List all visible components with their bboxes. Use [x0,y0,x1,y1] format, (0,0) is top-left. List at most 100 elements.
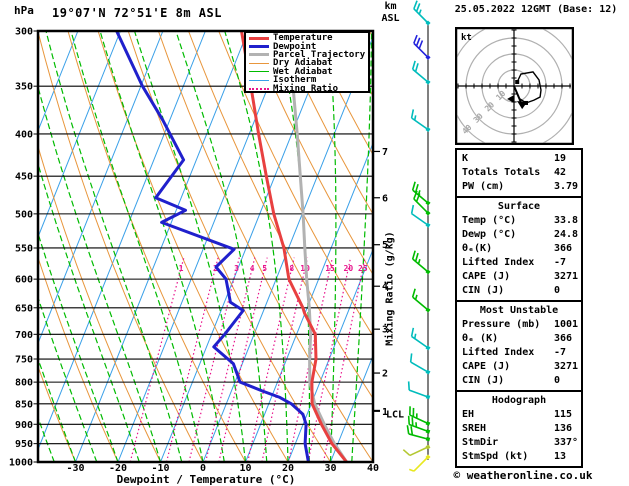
wind-barb [411,250,431,275]
wind-barb [410,204,431,228]
temperature-curve [240,31,348,462]
wind-barb [409,406,431,426]
temperature-axis-label: Dewpoint / Temperature (°C) [116,473,296,486]
svg-text:20: 20 [282,463,294,474]
stats-value: 337° [554,437,579,448]
wind-barb [413,0,431,26]
altitude-axis-unit: km ASL [375,1,406,25]
stats-value: 0 [554,285,561,296]
wind-barb [407,415,431,434]
svg-text:3: 3 [234,264,239,273]
svg-text:500: 500 [15,209,33,220]
stats-row: PW (cm) 3.79 [462,180,581,194]
stats-row: EH 115 [462,408,581,422]
wind-barb [413,34,431,60]
svg-text:650: 650 [15,303,33,314]
legend-item: Parcel Trajectory [249,50,368,59]
stats-row: θₑ(K) 366 [462,242,581,256]
stats-row: θₑ (K) 366 [462,332,581,346]
svg-text:20: 20 [344,264,354,273]
mixing-ratio-labels: 1 2 3 4 5 8 10 15 20 25 [179,264,368,273]
stats-row: Temp (°C) 33.8 [462,214,581,228]
stats-section-most-unstable: Most Unstable Pressure (mb) 1001 θₑ (K) 366 L… [455,300,583,392]
legend-label: Temperature [273,33,333,44]
svg-text:950: 950 [15,439,33,450]
stats-label: Dewp (°C) [462,229,517,240]
wind-barb-column [402,0,431,472]
stats-row: Pressure (mb) 1001 [462,318,581,332]
run-datetime: 25.05.2022 12GMT (Base: 12) [454,4,618,15]
svg-text:15: 15 [325,264,335,273]
stats-label: θₑ (K) [462,333,499,344]
svg-text:900: 900 [15,420,33,431]
stats-value: 3.79 [554,181,579,192]
pressure-tick-labels: 300 350 400 450 500 550 600 650 700 750 800 850 900 9… [9,27,38,469]
stats-section-header: Surface [497,201,541,212]
hodograph-trace [516,71,542,104]
svg-text:3: 3 [382,325,388,336]
svg-text:800: 800 [15,378,33,389]
stats-row: K 19 [462,152,581,166]
dewpoint-curve [115,31,310,462]
legend-swatch-dotted [249,87,269,90]
svg-text:550: 550 [15,243,33,254]
stats-row: Lifted Index -7 [462,346,581,360]
stats-label: Totals Totals [462,167,541,178]
stats-row: CIN (J) 0 [462,284,581,298]
svg-text:750: 750 [15,355,33,366]
svg-text:1000: 1000 [9,458,33,469]
svg-text:-10: -10 [151,463,169,474]
altitude-unit-km: km [384,1,397,12]
svg-text:6: 6 [382,193,388,204]
mixing-ratio-lines [129,257,366,462]
stats-row: StmSpd (kt) 13 [462,450,581,464]
svg-text:700: 700 [15,330,33,341]
legend-item: Dewpoint [249,41,368,52]
svg-text:300: 300 [15,27,33,38]
stats-label: StmDir [462,437,499,448]
svg-text:4: 4 [250,264,255,273]
altitude-unit-asl: ASL [381,13,400,24]
pressure-axis-unit: hPa [14,4,34,17]
legend-item: Temperature [249,33,368,44]
stats-label: CIN (J) [462,285,505,296]
plot-border [36,29,375,464]
parcel-trajectory-curve [289,31,348,462]
stats-row: CIN (J) 0 [462,374,581,388]
svg-text:450: 450 [15,172,33,183]
stats-value: -7 [554,257,567,268]
svg-text:5: 5 [262,264,267,273]
stats-value: 0 [554,375,561,386]
svg-text:350: 350 [15,82,33,93]
wet-adiabat-lines [38,31,373,462]
legend-label: Dewpoint [273,41,317,52]
stats-section: K 19 Totals Totals 42 PW (cm) 3.79 [455,148,583,198]
stats-value: 3271 [554,361,579,372]
wind-barb [407,381,431,400]
stats-section-surface: Surface Temp (°C) 33.8 Dewp (°C) 24.8 θₑ(K) 36… [455,196,583,302]
stats-label: Temp (°C) [462,215,517,226]
svg-text:25: 25 [358,264,368,273]
station-title: 19°07'N 72°51'E 8m ASL [52,6,222,20]
hodograph-border [455,27,574,145]
copyright: © weatheronline.co.uk [453,469,593,482]
svg-text:10: 10 [239,463,251,474]
stats-label: CAPE (J) [462,271,511,282]
stats-section-header: Most Unstable [479,305,559,316]
legend: Temperature Dewpoint Parcel Trajectory Dry … [244,31,370,93]
legend-item: Isotherm [249,76,368,85]
svg-text:1: 1 [179,264,184,273]
legend-swatch-thin [249,79,269,81]
stats-label: K [462,153,469,164]
legend-item: Dry Adiabat [249,59,368,68]
stats-row: CAPE (J) 3271 [462,360,581,374]
wind-barb [409,353,431,375]
stats-label: EH [462,409,475,420]
isotherm-lines [38,31,373,462]
legend-swatch-thin [249,71,269,73]
stats-row: Totals Totals 42 [462,166,581,180]
svg-text:400: 400 [15,129,33,140]
